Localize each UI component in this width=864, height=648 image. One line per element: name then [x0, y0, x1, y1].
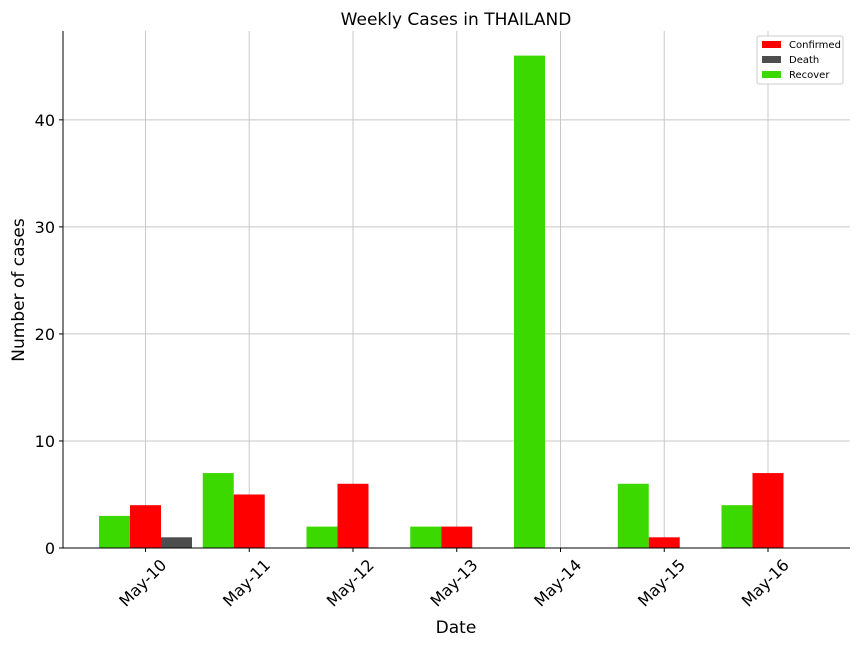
- bar-confirmed: [337, 483, 369, 548]
- legend-label: Recover: [789, 70, 830, 81]
- bar-recover: [721, 505, 753, 548]
- x-tick-label: May-12: [323, 555, 378, 610]
- bar-recover: [202, 473, 234, 548]
- y-tick-label: 30: [35, 218, 55, 237]
- legend-swatch: [762, 56, 781, 63]
- bar-confirmed: [233, 494, 265, 548]
- x-ticks: May-10 May-11 May-12 May-13 May-14 May-15 May-…: [115, 548, 793, 611]
- x-tick-label: May-10: [115, 555, 170, 610]
- bar-confirmed: [441, 526, 473, 548]
- y-tick-label: 10: [35, 432, 55, 451]
- legend: Confirmed Death Recover: [756, 35, 844, 85]
- bar-death: [161, 537, 192, 548]
- bar-recover: [617, 483, 649, 548]
- x-tick-label: May-11: [219, 555, 274, 610]
- y-ticks: 0 10 20 30 40: [35, 111, 63, 558]
- grid: [63, 31, 850, 548]
- x-tick-label: May-16: [738, 555, 793, 610]
- bar-recover: [306, 526, 338, 548]
- legend-label: Death: [789, 55, 819, 66]
- legend-swatch: [762, 41, 781, 48]
- x-tick-label: May-14: [530, 555, 585, 610]
- bar-recover: [99, 515, 130, 548]
- bar-confirmed: [752, 473, 784, 548]
- x-tick-label: May-15: [634, 555, 689, 610]
- legend-label: Confirmed: [789, 40, 841, 51]
- bars: [99, 55, 784, 548]
- chart-title: Weekly Cases in THAILAND: [341, 10, 572, 30]
- bar-recover: [514, 55, 545, 548]
- y-tick-label: 20: [35, 325, 55, 344]
- bar-confirmed: [648, 537, 680, 548]
- bar-confirmed: [130, 505, 161, 548]
- y-tick-label: 40: [35, 111, 55, 130]
- y-axis-label: Number of cases: [9, 218, 29, 362]
- x-axis-label: Date: [436, 618, 477, 638]
- legend-swatch: [762, 71, 781, 78]
- bar-recover: [410, 526, 442, 548]
- y-tick-label: 0: [45, 539, 55, 558]
- x-tick-label: May-13: [426, 555, 481, 610]
